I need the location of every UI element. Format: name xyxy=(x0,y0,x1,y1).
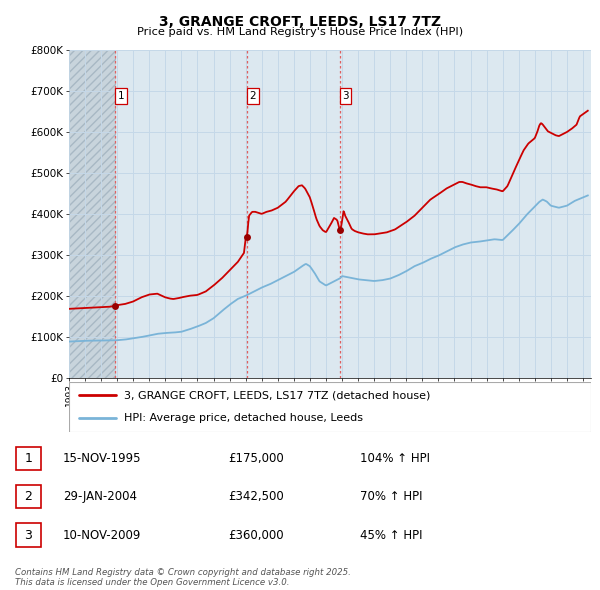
Text: Price paid vs. HM Land Registry's House Price Index (HPI): Price paid vs. HM Land Registry's House … xyxy=(137,27,463,37)
Text: 3: 3 xyxy=(342,91,349,101)
Text: Contains HM Land Registry data © Crown copyright and database right 2025.
This d: Contains HM Land Registry data © Crown c… xyxy=(15,568,351,587)
Text: 45% ↑ HPI: 45% ↑ HPI xyxy=(360,529,422,542)
Text: 1: 1 xyxy=(25,452,32,465)
Text: 70% ↑ HPI: 70% ↑ HPI xyxy=(360,490,422,503)
Text: 3, GRANGE CROFT, LEEDS, LS17 7TZ: 3, GRANGE CROFT, LEEDS, LS17 7TZ xyxy=(159,15,441,29)
Text: 15-NOV-1995: 15-NOV-1995 xyxy=(63,452,142,465)
Bar xyxy=(69,50,116,378)
Text: £360,000: £360,000 xyxy=(228,529,284,542)
Text: HPI: Average price, detached house, Leeds: HPI: Average price, detached house, Leed… xyxy=(124,414,363,424)
Text: £175,000: £175,000 xyxy=(228,452,284,465)
Text: 2: 2 xyxy=(250,91,256,101)
Text: £342,500: £342,500 xyxy=(228,490,284,503)
Text: 104% ↑ HPI: 104% ↑ HPI xyxy=(360,452,430,465)
Text: 10-NOV-2009: 10-NOV-2009 xyxy=(63,529,142,542)
Text: 3: 3 xyxy=(25,529,32,542)
Text: 1: 1 xyxy=(118,91,124,101)
Text: 2: 2 xyxy=(25,490,32,503)
Text: 3, GRANGE CROFT, LEEDS, LS17 7TZ (detached house): 3, GRANGE CROFT, LEEDS, LS17 7TZ (detach… xyxy=(124,390,430,400)
Text: 29-JAN-2004: 29-JAN-2004 xyxy=(63,490,137,503)
